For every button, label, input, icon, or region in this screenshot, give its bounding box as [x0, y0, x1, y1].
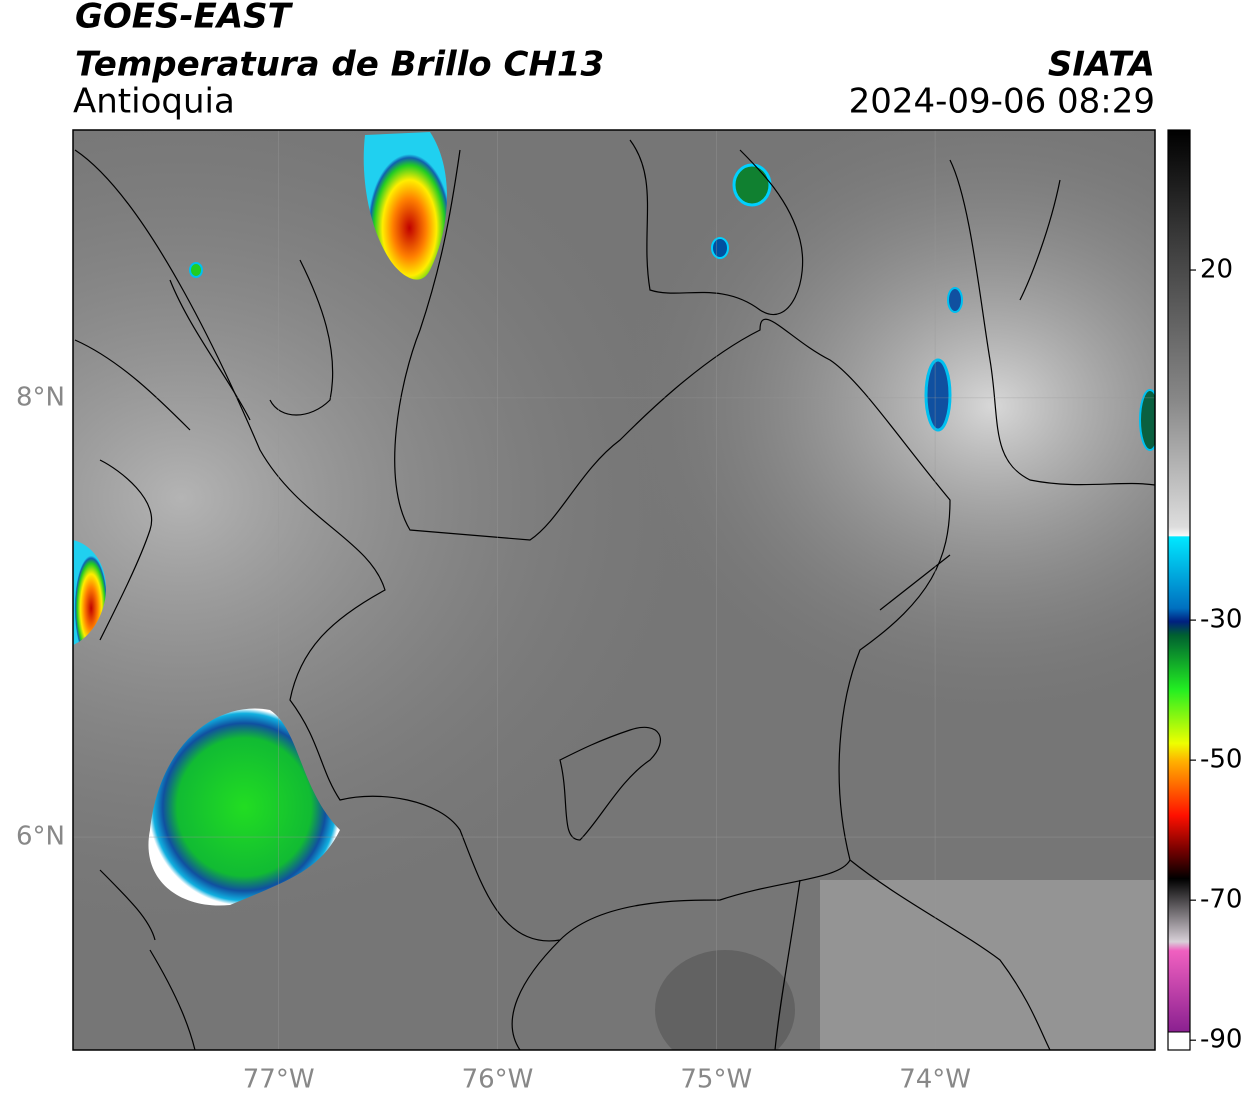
convective-cell [363, 132, 447, 280]
convective-cell [148, 708, 340, 906]
admin-border [511, 554, 951, 1050]
source: SIATA [1048, 45, 1155, 85]
convective-cell [189, 262, 203, 278]
convective-cell [924, 358, 952, 432]
admin-border [629, 139, 804, 316]
colorbar-under [1167, 1031, 1191, 1051]
colorbar-tick-label: -70 [1200, 885, 1242, 915]
title: GOES-EAST [75, 0, 294, 37]
coastline [99, 279, 251, 641]
y-tick-label: 6°N [16, 822, 65, 852]
x-tick-label: 75°W [680, 1065, 752, 1095]
convective-cell [732, 163, 772, 207]
region: Antioquia [73, 82, 235, 122]
x-tick-label: 77°W [243, 1065, 315, 1095]
imagery [73, 130, 1155, 1050]
admin-border [849, 859, 1051, 1050]
datetime: 2024-09-06 08:29 [849, 82, 1155, 122]
colorbar-frame [1167, 129, 1191, 1051]
x-tick-label: 76°W [462, 1065, 534, 1095]
admin-border [559, 726, 661, 841]
convective-cell [1139, 389, 1155, 451]
colorbar-tick-label: -90 [1200, 1025, 1242, 1055]
colorbar-tick-label: 20 [1200, 255, 1233, 285]
graticule [73, 130, 1155, 1050]
colorbar-tick-label: -30 [1200, 605, 1242, 635]
x-tick-label: 74°W [899, 1065, 971, 1095]
convective-cell [711, 237, 729, 259]
map-frame [72, 129, 1156, 1051]
admin-border [949, 159, 1155, 486]
colorbar-tick-label: -50 [1200, 745, 1242, 775]
y-tick-label: 8°N [16, 382, 65, 412]
colorbar [1168, 130, 1190, 1032]
subtitle: Temperatura de Brillo CH13 [75, 45, 604, 85]
convective-cell [73, 540, 106, 645]
convective-cell [947, 287, 963, 313]
cloud-field [820, 880, 1155, 1050]
coastline [99, 869, 196, 1050]
coastline [74, 259, 334, 431]
cloud-field [655, 950, 795, 1050]
